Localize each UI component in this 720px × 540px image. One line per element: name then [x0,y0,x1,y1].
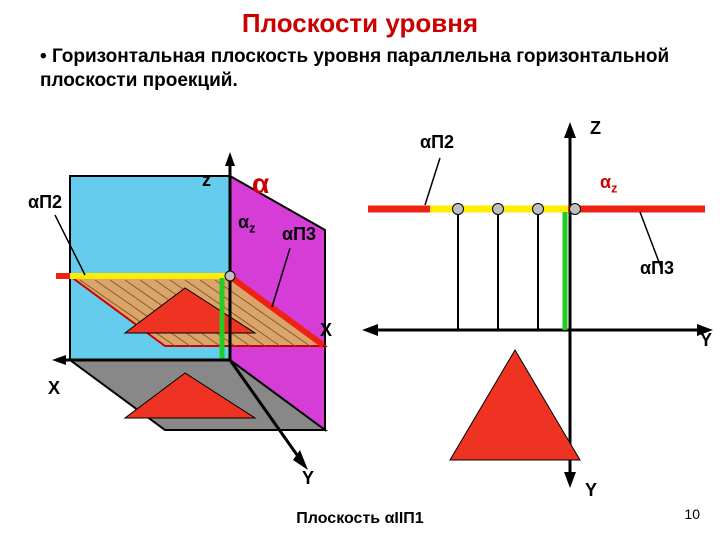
node3 [533,204,544,215]
axis-z-right-arrow [564,122,576,138]
leader-aP2-right [425,158,440,205]
label-y-right-bottom: Y [585,480,597,501]
triangle-right [450,350,580,460]
footer-text: Плоскость αIIП1 [0,510,720,528]
slide-number: 10 [684,506,700,522]
node1 [453,204,464,215]
label-y-right-top: Y [700,330,712,351]
node-az [570,204,581,215]
label-aP2-right: αП2 [420,132,454,153]
label-az-right: αz [600,172,617,196]
right-diagram [0,0,720,540]
label-aP3-right: αП3 [640,258,674,279]
node2 [493,204,504,215]
axis-y-down-right-arrow [564,472,576,488]
label-z-right: Z [590,118,601,139]
axis-x-right-arrow [362,324,378,336]
